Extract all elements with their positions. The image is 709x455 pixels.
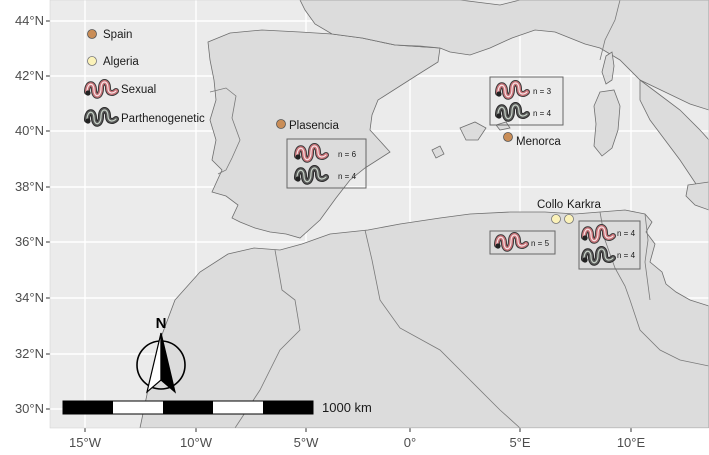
plasencia-label: Plasencia — [289, 120, 339, 132]
site-plasencia: Plasencia n = 6 n = 4 — [276, 119, 367, 189]
legend-sexual-label: Sexual — [121, 84, 156, 96]
x-tick-label: 10°E — [617, 435, 646, 450]
north-arrow-icon: N — [136, 315, 186, 394]
site-menorca: Menorca n = 3 n = 4 — [489, 76, 564, 148]
scale-bar: 1000 km — [62, 400, 372, 415]
karkra-inset-box — [578, 220, 641, 270]
y-tick-label: 36°N — [15, 234, 44, 249]
collo-sexual-n: n = 5 — [531, 239, 550, 248]
legend-parthenogenetic-label: Parthenogenetic — [121, 113, 205, 125]
menorca-sexual-n: n = 3 — [533, 87, 552, 96]
mallorca-landmass — [459, 121, 487, 141]
karkra-parth-n: n = 4 — [617, 251, 636, 260]
y-tick-label: 42°N — [15, 68, 44, 83]
legend-algeria-label: Algeria — [103, 56, 139, 68]
collo-label: Collo — [537, 199, 563, 211]
legend-spain-point — [87, 29, 97, 39]
site-karkra: Karkra n = 4 n = 4 — [564, 199, 641, 270]
corsica-landmass — [601, 51, 615, 85]
plasencia-parth-n: n = 4 — [338, 172, 357, 181]
y-tick-label: 38°N — [15, 179, 44, 194]
collo-inset-box — [489, 230, 556, 255]
legend-algeria-point — [87, 56, 97, 66]
north-arrow-label: N — [156, 315, 167, 332]
plasencia-sexual-n: n = 6 — [338, 150, 357, 159]
menorca-point — [503, 132, 513, 142]
x-axis-labels: 15°W 10°W 5°W 0° 5°E 10°E — [69, 435, 645, 450]
legend: Spain Algeria Sexual Parthenogenetic — [85, 29, 205, 125]
collo-point — [551, 214, 561, 224]
ibiza-landmass — [431, 145, 445, 159]
y-tick-label: 40°N — [15, 123, 44, 138]
legend-spain-label: Spain — [103, 29, 132, 41]
x-tick-label: 5°E — [509, 435, 530, 450]
site-collo: Collo n = 5 — [489, 199, 563, 255]
x-axis-ticks — [84, 428, 632, 432]
y-tick-label: 30°N — [15, 401, 44, 416]
menorca-inset-box — [489, 76, 564, 126]
y-tick-label: 32°N — [15, 346, 44, 361]
x-tick-label: 15°W — [69, 435, 102, 450]
karkra-label: Karkra — [567, 199, 601, 211]
plasencia-inset-box — [286, 138, 367, 189]
menorca-parth-n: n = 4 — [533, 109, 552, 118]
y-tick-label: 34°N — [15, 290, 44, 305]
menorca-landmass — [495, 121, 511, 131]
country-borders — [209, 0, 709, 428]
sardinia-landmass — [593, 89, 621, 157]
karkra-sexual-n: n = 4 — [617, 229, 636, 238]
plasencia-point — [276, 119, 286, 129]
africa-landmass — [139, 209, 709, 428]
sicily-landmass — [685, 181, 709, 211]
y-tick-label: 44°N — [15, 13, 44, 28]
x-tick-label: 5°W — [294, 435, 319, 450]
karkra-point — [564, 214, 574, 224]
menorca-label: Menorca — [516, 136, 561, 148]
y-axis-labels: 44°N 42°N 40°N 38°N 36°N 34°N 32°N 30°N — [15, 13, 44, 416]
scale-bar-label: 1000 km — [322, 400, 372, 415]
x-tick-label: 10°W — [180, 435, 213, 450]
y-axis-ticks — [46, 20, 50, 410]
x-tick-label: 0° — [404, 435, 416, 450]
